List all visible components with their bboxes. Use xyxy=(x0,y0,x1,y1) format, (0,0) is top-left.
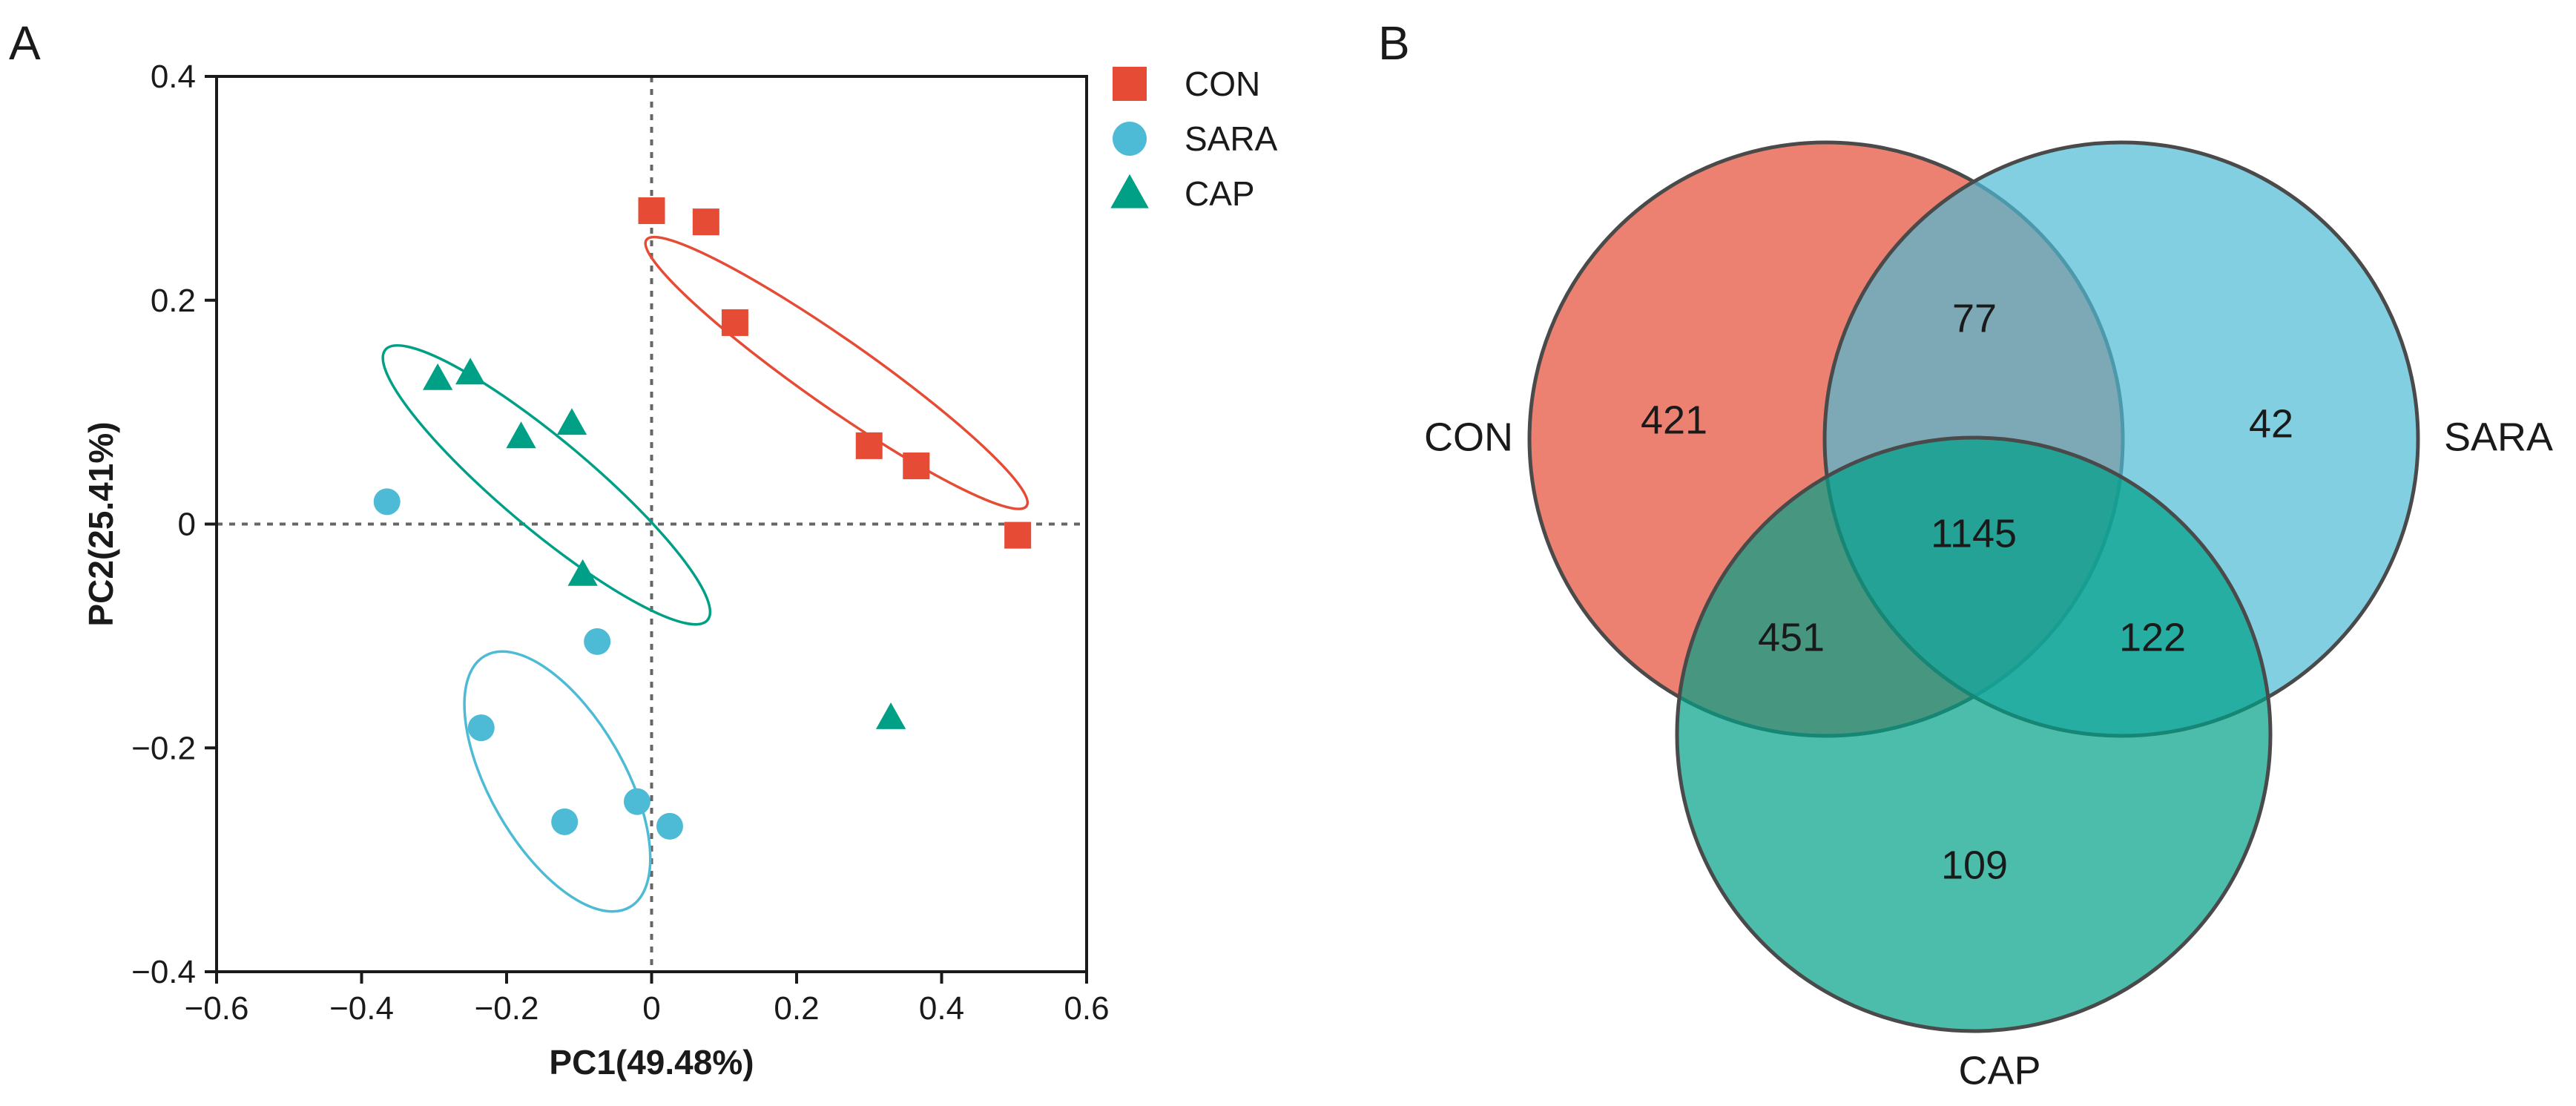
venn-set-label-sara: SARA xyxy=(2444,415,2553,459)
data-point-sara xyxy=(373,488,401,516)
venn-count-con-only: 421 xyxy=(1641,398,1707,442)
panel-a-label: A xyxy=(9,16,41,70)
ellipse-cap xyxy=(381,343,712,626)
reference-lines xyxy=(217,76,1087,972)
x-tick-label: −0.6 xyxy=(185,990,249,1027)
ellipse-sara xyxy=(463,650,652,913)
data-point-sara xyxy=(551,808,579,835)
y-tick-label: 0.4 xyxy=(151,59,196,95)
x-axis-title: PC1(49.48%) xyxy=(549,1043,754,1082)
venn-count-con-cap: 451 xyxy=(1758,615,1825,659)
x-tick-label: 0.4 xyxy=(919,990,964,1027)
legend-marker-con xyxy=(1113,67,1147,101)
data-point-cap xyxy=(506,421,536,449)
y-tick-label: 0.2 xyxy=(151,283,196,319)
venn-diagram: CON SARA CAP 421 42 109 77 451 122 1145 xyxy=(1424,140,2553,1093)
x-tick-label: −0.2 xyxy=(475,990,539,1027)
data-point-con xyxy=(721,309,748,336)
venn-set-label-cap: CAP xyxy=(1958,1048,2040,1093)
data-points xyxy=(373,197,1032,840)
data-point-sara xyxy=(584,628,611,655)
legend-marker-sara xyxy=(1113,122,1147,156)
x-tick-label: 0.6 xyxy=(1064,990,1109,1027)
panel-b-label: B xyxy=(1378,16,1410,70)
legend-marker-cap xyxy=(1110,174,1149,208)
data-point-con xyxy=(1004,521,1032,549)
legend-label-cap: CAP xyxy=(1185,174,1255,213)
x-tick-label: 0 xyxy=(642,990,660,1027)
legend-label-con: CON xyxy=(1185,65,1260,103)
confidence-ellipses xyxy=(381,235,1030,913)
venn-count-sara-cap: 122 xyxy=(2119,615,2186,659)
x-tick-label: 0.2 xyxy=(774,990,819,1027)
ellipse-con xyxy=(644,235,1030,510)
y-tick-label: −0.2 xyxy=(131,730,196,766)
data-point-cap xyxy=(422,363,453,390)
legend-label-sara: SARA xyxy=(1185,119,1278,158)
venn-set-label-con: CON xyxy=(1424,415,1513,459)
data-point-cap xyxy=(556,408,587,435)
venn-circle-cap xyxy=(1675,435,2273,1033)
data-point-con xyxy=(638,197,665,225)
x-axis-ticks: −0.6 −0.4 −0.2 0 0.2 0.4 0.6 xyxy=(185,972,1110,1027)
venn-count-sara-only: 42 xyxy=(2249,401,2293,446)
y-axis-title: PC2(25.41%) xyxy=(82,421,120,626)
y-axis-ticks: −0.4 −0.2 0 0.2 0.4 xyxy=(131,59,217,990)
data-point-con xyxy=(692,208,719,236)
data-point-con xyxy=(855,432,883,459)
data-point-cap xyxy=(875,702,906,729)
legend: CON SARA CAP xyxy=(1110,65,1278,213)
venn-count-all: 1145 xyxy=(1931,511,2017,556)
venn-count-cap-only: 109 xyxy=(1941,843,2008,887)
data-point-con xyxy=(903,452,930,480)
data-point-sara xyxy=(656,812,683,840)
data-point-sara xyxy=(467,714,495,742)
y-tick-label: −0.4 xyxy=(131,954,196,990)
pca-scatter-plot: −0.6 −0.4 −0.2 0 0.2 0.4 0.6 −0.4−0.200.20.4 P… xyxy=(82,59,1278,1082)
data-point-cap xyxy=(567,559,598,586)
data-point-sara xyxy=(623,788,650,815)
y-tick-label: 0 xyxy=(178,507,196,543)
venn-count-con-sara: 77 xyxy=(1952,296,1997,340)
x-tick-label: −0.4 xyxy=(329,990,394,1027)
data-point-cap xyxy=(455,358,486,385)
